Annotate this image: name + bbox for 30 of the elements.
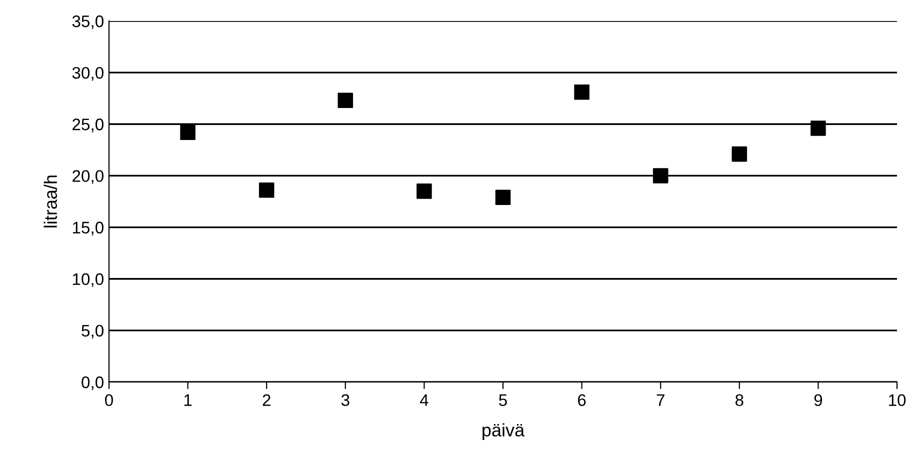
y-tick-label: 20,0 bbox=[72, 170, 104, 184]
y-tick-label: 10,0 bbox=[72, 273, 104, 288]
point bbox=[338, 92, 354, 108]
y-tick-label: 25,0 bbox=[72, 118, 104, 132]
y-tick-label: 5,0 bbox=[82, 324, 104, 339]
x-tick-label: 6 bbox=[578, 394, 586, 406]
point bbox=[258, 182, 274, 198]
y-tick-label: 0,0 bbox=[82, 376, 104, 390]
x-axis-title: päivä bbox=[482, 423, 525, 440]
x-tick-label: 2 bbox=[262, 394, 270, 406]
x-tick-label: 5 bbox=[499, 394, 507, 406]
point bbox=[574, 84, 590, 100]
point bbox=[732, 146, 748, 162]
y-tick-label: 35,0 bbox=[72, 15, 104, 30]
x-tick-label: 0 bbox=[105, 394, 113, 406]
point bbox=[180, 124, 196, 140]
x-tick-label: 7 bbox=[656, 394, 664, 406]
x-tick-label: 1 bbox=[184, 394, 192, 406]
x-tick-label: 9 bbox=[814, 394, 822, 406]
x-tick-label: 8 bbox=[735, 394, 744, 406]
y-tick-label: 30,0 bbox=[72, 66, 104, 81]
x-tick-label: 3 bbox=[341, 394, 350, 406]
point bbox=[495, 190, 511, 206]
x-tick-label: 10 bbox=[889, 394, 906, 406]
point bbox=[810, 120, 826, 136]
point bbox=[416, 184, 432, 199]
x-tick-label: 4 bbox=[420, 394, 428, 406]
y-tick-label: 15,0 bbox=[72, 222, 104, 236]
y-axis-title: litraa/h bbox=[44, 176, 58, 228]
point bbox=[652, 168, 668, 184]
